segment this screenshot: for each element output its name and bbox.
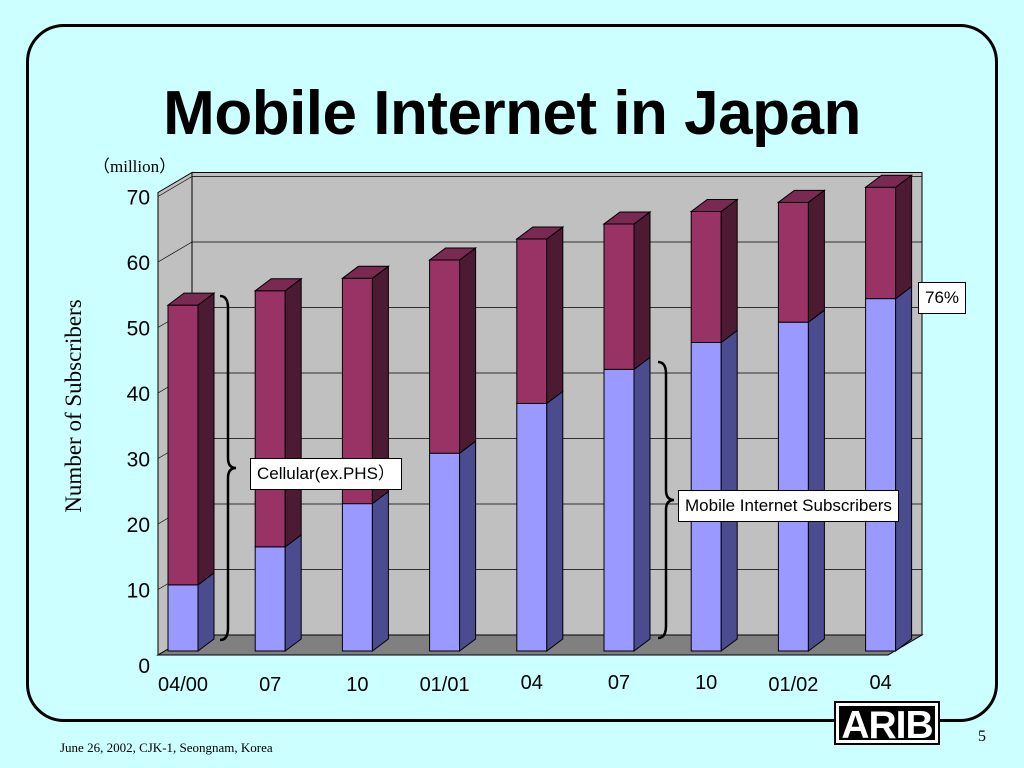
bar-top <box>253 278 303 292</box>
bar-segment <box>777 201 809 323</box>
percent-callout: 76% <box>918 282 967 314</box>
y-tick-label: 20 <box>127 514 150 537</box>
x-tick-label: 04 <box>521 672 543 694</box>
x-tick-label: 01/02 <box>768 674 818 696</box>
page-number: 5 <box>978 728 986 745</box>
y-tick-label: 70 <box>127 187 150 210</box>
x-tick-label: 10 <box>346 674 368 696</box>
x-tick-label: 07 <box>259 674 281 696</box>
bar-segment <box>516 238 548 404</box>
bar-segment <box>341 503 373 652</box>
mobile-internet-brace <box>657 360 675 640</box>
bar-side <box>633 210 651 371</box>
bar-segment <box>167 584 199 652</box>
x-tick-label: 04/00 <box>158 674 208 696</box>
y-tick-label: 50 <box>127 318 150 341</box>
bar-top <box>515 226 565 240</box>
bar-segment <box>254 546 286 652</box>
bar-segment <box>865 298 897 652</box>
arib-logo: ARIB <box>834 701 940 746</box>
bar-side <box>807 309 825 652</box>
bar-segment <box>777 321 809 652</box>
bar-side <box>197 571 215 652</box>
bar-segment <box>865 186 897 300</box>
bar-segment <box>690 210 722 343</box>
bar-segment <box>167 304 199 586</box>
bar-side <box>459 246 477 455</box>
slide-frame <box>26 24 998 722</box>
bar-segment <box>254 290 286 548</box>
x-tick-label: 01/01 <box>420 674 470 696</box>
bar-top <box>428 247 478 261</box>
x-tick-label: 10 <box>695 672 717 694</box>
cellular-callout: Cellular(ex.PHS） <box>250 458 402 490</box>
bar-side <box>371 490 389 652</box>
bar-side <box>720 198 738 344</box>
mobile-internet-callout: Mobile Internet Subscribers <box>678 490 899 522</box>
y-tick-label: 0 <box>138 655 150 678</box>
y-tick-label: 40 <box>127 383 150 406</box>
bar-side <box>459 440 477 652</box>
x-tick-label: 07 <box>608 672 630 694</box>
y-tick-label: 60 <box>127 252 150 275</box>
bar-top <box>602 211 652 225</box>
bar-segment <box>516 402 548 652</box>
bar-top <box>689 198 739 212</box>
bar-top <box>166 292 216 306</box>
bar-segment <box>429 259 461 454</box>
x-tick-label: 04 <box>869 672 891 694</box>
unit-label: （million） <box>93 157 177 176</box>
bar-top <box>340 265 390 279</box>
bar-side <box>197 292 215 586</box>
gridline-side <box>157 176 193 197</box>
bar-side <box>807 189 825 324</box>
bar-segment <box>603 368 635 652</box>
bar-side <box>633 356 651 652</box>
bar-side <box>284 533 302 652</box>
footer-text: June 26, 2002, CJK-1, Seongnam, Korea <box>60 740 273 755</box>
page-title: Mobile Internet in Japan <box>163 79 861 148</box>
bar-top <box>864 174 914 188</box>
bar-side <box>895 285 913 652</box>
bar-top <box>776 189 826 203</box>
cellular-brace <box>219 294 237 642</box>
bar-segment <box>429 452 461 652</box>
gridline-side <box>157 241 193 263</box>
bar-segment <box>603 223 635 370</box>
y-tick-label: 10 <box>127 580 150 603</box>
y-tick-label: 30 <box>127 449 150 472</box>
bar-side <box>284 277 302 548</box>
bar-side <box>546 390 564 652</box>
bar-side <box>895 174 913 300</box>
bar-side <box>546 226 564 405</box>
